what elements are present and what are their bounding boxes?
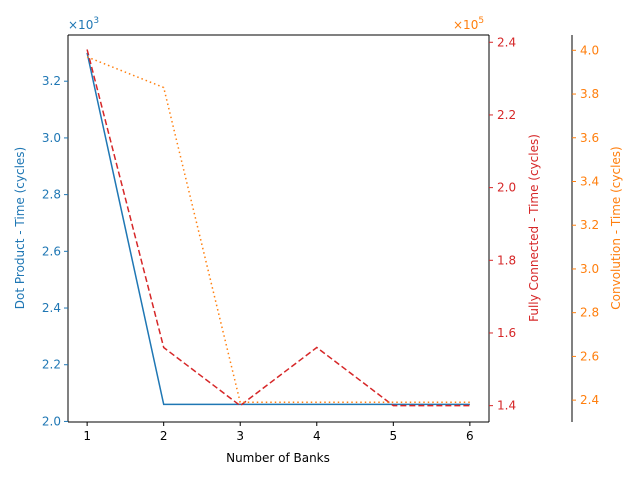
left-tick-label: 2.2 <box>42 358 61 372</box>
left-tick-label: 2.0 <box>42 414 61 428</box>
x-tick-label: 2 <box>160 429 168 443</box>
x-tick-label: 3 <box>236 429 244 443</box>
right2-tick-label: 2.8 <box>580 306 599 320</box>
left-tick-label: 3.2 <box>42 74 61 88</box>
right1-axis-multiplier: ×105 <box>453 16 484 32</box>
right1-tick-label: 1.4 <box>497 399 516 413</box>
right2-tick-label: 2.4 <box>580 393 599 407</box>
right2-axis-label: Convolution - Time (cycles) <box>609 146 623 309</box>
x-tick-label: 6 <box>466 429 474 443</box>
series-line-convolution <box>86 56 470 404</box>
x-tick-label: 5 <box>389 429 397 443</box>
right2-tick-label: 4.0 <box>580 43 599 57</box>
right1-tick-label: 1.8 <box>497 253 516 267</box>
right2-axis-ticks: 2.4 2.6 2.8 3.0 3.2 3.4 3.6 3.8 4.0 <box>572 43 599 407</box>
left-tick-label: 2.6 <box>42 244 61 258</box>
right1-axis-ticks: 1.4 1.6 1.8 2.0 2.2 2.4 <box>489 35 516 413</box>
left-axis-multiplier: ×103 <box>68 16 99 32</box>
left-tick-label: 3.0 <box>42 131 61 145</box>
left-axis-ticks: 2.0 2.2 2.4 2.6 2.8 3.0 3.2 <box>42 74 68 428</box>
right2-tick-label: 3.0 <box>580 262 599 276</box>
right1-tick-label: 2.0 <box>497 181 516 195</box>
right1-tick-label: 1.6 <box>497 326 516 340</box>
x-axis-label: Number of Banks <box>226 451 330 465</box>
series-lines <box>86 49 470 407</box>
right2-tick-label: 3.6 <box>580 131 599 145</box>
right1-tick-label: 2.2 <box>497 108 516 122</box>
left-tick-label: 2.4 <box>42 301 61 315</box>
x-tick-label: 1 <box>83 429 91 443</box>
right2-tick-label: 3.2 <box>580 218 599 232</box>
series-line-fully-connected <box>86 49 470 407</box>
right2-tick-label: 3.8 <box>580 87 599 101</box>
x-axis-ticks: 1 2 3 4 5 6 <box>83 422 474 443</box>
right1-tick-label: 2.4 <box>497 35 516 49</box>
series-line-dot-product <box>86 52 470 406</box>
right2-tick-label: 3.4 <box>580 174 599 188</box>
left-axis-label: Dot Product - Time (cycles) <box>13 147 27 309</box>
right2-tick-label: 2.6 <box>580 349 599 363</box>
x-tick-label: 4 <box>313 429 321 443</box>
left-tick-label: 2.8 <box>42 188 61 202</box>
right1-axis-label: Fully Connected - Time (cycles) <box>527 134 541 322</box>
